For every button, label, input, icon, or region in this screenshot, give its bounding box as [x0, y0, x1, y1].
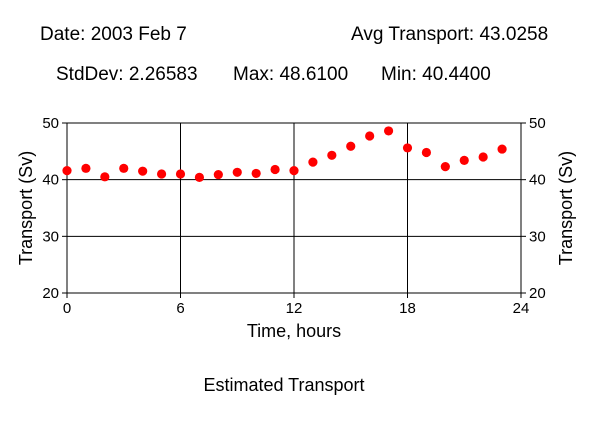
data-point — [346, 141, 356, 151]
x-tick-label: 24 — [513, 300, 530, 317]
data-point — [421, 147, 432, 158]
data-point — [402, 143, 413, 153]
y-axis-title-left: Transport (Sv) — [16, 151, 36, 265]
data-point — [119, 163, 129, 173]
data-points — [62, 126, 507, 182]
x-tick-label: 18 — [399, 300, 416, 317]
x-tick-label: 6 — [176, 300, 184, 317]
chart-caption: Estimated Transport — [203, 375, 365, 395]
x-tick-label: 0 — [63, 300, 71, 317]
x-tick-label: 12 — [286, 300, 303, 317]
data-point — [308, 157, 318, 167]
y-axis-title-right: Transport (Sv) — [556, 151, 576, 265]
data-point — [365, 131, 375, 141]
data-point — [213, 169, 223, 180]
avg-transport-label: Avg Transport: 43.0258 — [351, 24, 549, 45]
data-point — [194, 172, 205, 182]
x-axis-title: Time, hours — [247, 321, 341, 341]
min-label: Min: 40.4400 — [381, 64, 491, 85]
data-point — [138, 166, 148, 176]
data-point — [289, 166, 299, 176]
y-tick-label-left: 40 — [42, 172, 59, 189]
data-point — [478, 152, 488, 162]
data-point — [62, 166, 72, 176]
data-point — [251, 168, 261, 179]
grid — [66, 122, 522, 294]
y-tick-label-right: 30 — [529, 228, 546, 245]
data-point — [440, 162, 450, 172]
data-point — [175, 169, 186, 179]
y-tick-label-right: 50 — [529, 115, 546, 132]
data-point — [81, 163, 91, 173]
stddev-label: StdDev: 2.26583 — [56, 64, 198, 85]
max-label: Max: 48.6100 — [233, 64, 349, 85]
data-point — [497, 144, 507, 154]
data-point — [270, 164, 280, 175]
y-tick-label-left: 30 — [42, 228, 59, 245]
y-tick-label-right: 40 — [529, 172, 546, 189]
y-tick-label-right: 20 — [529, 285, 546, 302]
date-label: Date: 2003 Feb 7 — [40, 24, 187, 45]
data-point — [232, 167, 242, 177]
y-tick-label-left: 20 — [42, 285, 59, 302]
data-point — [156, 169, 167, 179]
data-point — [459, 155, 469, 165]
y-tick-label-left: 50 — [42, 115, 59, 132]
data-point — [383, 126, 394, 136]
data-point — [327, 150, 337, 160]
data-point — [100, 172, 110, 182]
